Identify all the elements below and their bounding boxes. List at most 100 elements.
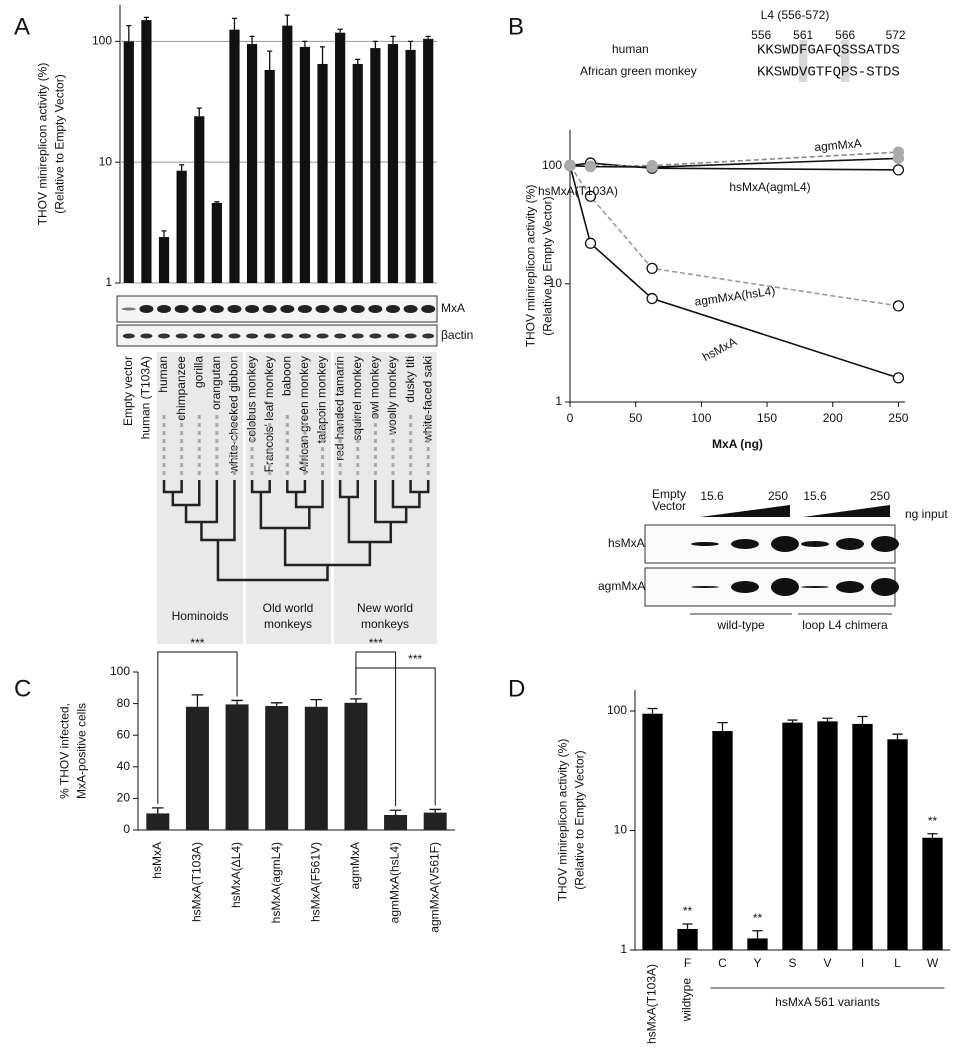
error-bar (429, 808, 441, 813)
blot-band (871, 536, 899, 552)
error-bar (196, 107, 202, 117)
point (584, 160, 597, 173)
error-bar (752, 930, 763, 939)
blot-band (280, 305, 295, 313)
error-bar (214, 201, 220, 203)
bar (352, 63, 363, 283)
error-bar (408, 40, 414, 50)
point (892, 372, 905, 384)
blot-band (386, 333, 399, 339)
panel-label: B (508, 13, 524, 40)
point (584, 237, 597, 249)
position-label: 556 (751, 28, 771, 42)
clade-label: New world (357, 601, 413, 615)
y-tick-label: 100 (542, 158, 562, 172)
bar (922, 837, 943, 950)
blot-band (421, 305, 436, 313)
blot-band (691, 542, 719, 546)
blot-band (298, 333, 311, 339)
point (584, 190, 597, 202)
x-tick-label: Francois' leaf monkey (262, 356, 276, 472)
bar (642, 713, 663, 950)
clade-label: Old world (263, 601, 314, 615)
x-tick-label: agmMxA (348, 842, 362, 889)
bar (335, 32, 346, 284)
series-label: agmMxA (814, 136, 862, 154)
x-tick-label: hsMxA(F561V) (308, 842, 322, 922)
x-tick-label: hsMxA(T103A) (645, 964, 659, 1044)
dose-wedge (803, 505, 890, 517)
position-label: 566 (835, 28, 855, 42)
significance-label: *** (190, 636, 204, 650)
error-bar (191, 694, 204, 707)
position-label: 572 (886, 28, 906, 42)
x-tick-label: V (823, 956, 831, 970)
y-axis-label: % THOV infected, (58, 703, 72, 799)
series-line (569, 157, 899, 168)
clade-label: monkeys (264, 617, 312, 631)
blot-band (297, 305, 312, 313)
blot-band (369, 333, 382, 339)
x-tick-label: white-faced saki (420, 356, 434, 443)
series-label: agmMxA(hsL4) (694, 284, 777, 309)
significance-label: ** (683, 904, 693, 918)
y-tick-label: 10 (99, 154, 113, 168)
blot-label: MxA (441, 301, 465, 315)
bar (299, 46, 311, 283)
x-axis-label: MxA (ng) (712, 437, 763, 451)
error-bar (389, 809, 402, 815)
error-bar (822, 717, 833, 722)
error-bar (152, 807, 164, 814)
blot-label: βactin (441, 328, 473, 342)
dose-label: 15.6 (700, 489, 724, 503)
point (892, 152, 905, 165)
y-tick-label: 60 (117, 727, 131, 741)
x-tick-label: baboon (279, 356, 293, 396)
blot-band (175, 333, 188, 339)
error-bar (179, 164, 185, 171)
error-bar (350, 698, 362, 703)
blot-header: Empty (652, 487, 686, 501)
bar (246, 44, 258, 283)
x-tick-label: 200 (823, 411, 843, 425)
significance-label: ** (928, 814, 938, 828)
blot-band (158, 333, 171, 339)
x-tick-label: talapoin monkey (315, 356, 329, 443)
blot-band (263, 333, 276, 339)
error-bar (143, 16, 149, 21)
blot-band (836, 581, 864, 593)
significance-label: *** (408, 652, 422, 666)
bar (423, 812, 447, 830)
x-tick-label: hsMxA(ΔL4) (229, 842, 243, 908)
x-tick-label: 250 (888, 411, 908, 425)
x-tick-label: W (927, 956, 939, 970)
y-tick-label: 100 (92, 34, 112, 48)
x-tick-label: chimpanzee (174, 356, 188, 421)
error-bar (787, 719, 798, 723)
blot-band (193, 333, 206, 339)
bar (344, 702, 368, 830)
y-tick-label: 1 (555, 394, 562, 408)
blot-band (691, 586, 719, 588)
blot-band (368, 305, 383, 313)
dose-unit: ng input (905, 507, 948, 521)
point (646, 161, 658, 173)
blot-band (836, 538, 864, 550)
blot-band (121, 307, 136, 311)
error-bar (270, 702, 283, 706)
x-tick-label: gorilla (191, 356, 205, 388)
tree-branch (216, 540, 329, 582)
x-tick-label: woolly monkey (385, 356, 399, 436)
panel-label: D (508, 675, 525, 702)
y-tick-label: 1 (620, 942, 627, 956)
bar (712, 731, 733, 950)
group-label: loop L4 chimera (802, 618, 888, 632)
x-tick-label: 100 (691, 411, 711, 425)
blot-band (210, 333, 223, 339)
blot-band (281, 333, 294, 339)
blot-band (350, 305, 365, 313)
error-bar (717, 721, 728, 732)
y-tick-label: 80 (117, 696, 131, 710)
y-tick-label: 10 (614, 823, 628, 837)
sequence: KKSWDVGTFQPS-STDS (757, 65, 900, 81)
